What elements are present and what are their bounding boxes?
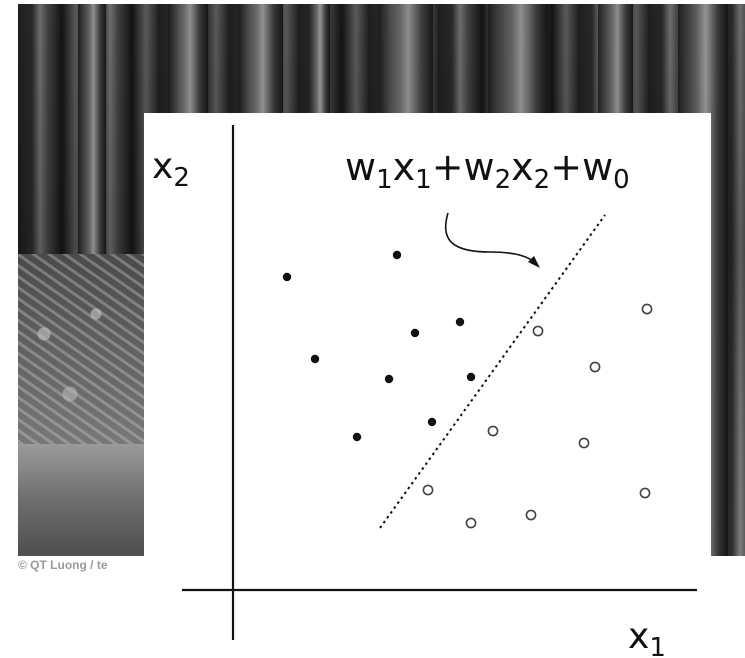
photo-credit: © QT Luong / te <box>18 558 108 572</box>
pointer-arrow <box>444 212 538 265</box>
hollow-data-point <box>487 425 499 437</box>
hollow-data-point <box>422 484 434 496</box>
filled-data-point <box>455 317 465 327</box>
hollow-data-point <box>465 517 477 529</box>
hollow-data-point <box>532 325 544 337</box>
x-axis-label: x1 <box>628 616 666 658</box>
diagram-panel <box>144 113 711 658</box>
filled-data-point <box>466 372 476 382</box>
filled-data-point <box>352 432 362 442</box>
class-b-points <box>422 303 653 529</box>
filled-data-point <box>282 272 292 282</box>
class-a-points <box>282 250 476 442</box>
hollow-data-point <box>589 361 601 373</box>
filled-data-point <box>384 374 394 384</box>
filled-data-point <box>427 417 437 427</box>
hollow-data-point <box>578 437 590 449</box>
filled-data-point <box>310 354 320 364</box>
decision-boundary-equation: w1x1+w2x2+w0 <box>345 145 630 195</box>
hollow-data-point <box>641 303 653 315</box>
filled-data-point <box>392 250 402 260</box>
fern-undergrowth <box>18 254 148 454</box>
y-axis-label: x2 <box>152 146 190 193</box>
pointer-arrowhead <box>528 256 540 268</box>
forest-path <box>18 444 158 556</box>
hollow-data-point <box>525 509 537 521</box>
hollow-data-point <box>639 487 651 499</box>
filled-data-point <box>410 328 420 338</box>
decision-boundary-line <box>379 214 606 529</box>
